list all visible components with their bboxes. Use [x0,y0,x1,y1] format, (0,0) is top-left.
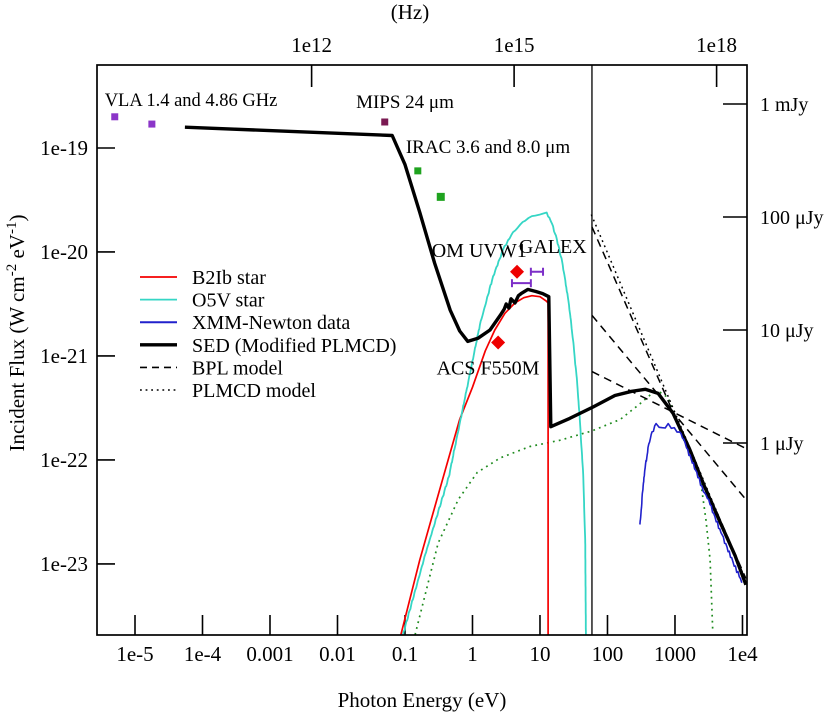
series-green-dotted-component [414,391,714,635]
data-series [184,125,747,635]
om-uvw1-point [510,264,525,279]
irac-label: IRAC 3.6 and 8.0 μm [406,137,571,158]
plot-border [96,64,748,636]
vla-label: VLA 1.4 and 4.86 GHz [105,91,278,111]
right-tick-label: 1 μJy [760,433,804,455]
legend-item-bpl-model: BPL model [140,357,283,379]
y-tick-label: 1e-19 [40,136,88,160]
galex-nuv-errorbar [529,267,545,276]
x-tick-label: 100 [592,642,624,666]
x-tick-label: 0.01 [319,642,356,666]
legend-label: SED (Modified PLMCD) [192,335,396,357]
legend-item-xmm-newton-data: XMM-Newton data [140,312,350,334]
legend-label: BPL model [192,357,283,379]
right-tick-label: 1 mJy [760,94,808,116]
series-o5v-star [402,211,587,635]
galex-label: GALEX [519,236,587,258]
vla-4.86ghz-point [148,120,156,128]
x-tick-label: 0.1 [392,642,418,666]
legend-label: PLMCD model [192,380,316,402]
series-bpl-model-a [591,226,747,579]
legend-item-o5v-star: O5V star [140,290,265,312]
axis-ticks: 1e-5 1e-4 0.001 0.01 0.1 1 10 100 1000 1e4 1e-19 1e… [40,33,823,666]
plot-overlay: VLA 1.4 and 4.86 GHz MIPS 24 μm IRAC 3.6 a… [105,65,593,635]
irac-8.0um-point [436,192,445,201]
series-xmm-newton-data [639,422,743,583]
top-tick-label: 1e15 [494,33,535,57]
legend-label: XMM-Newton data [192,312,350,334]
irac-3.6um-point [414,167,422,175]
right-tick-label: 100 μJy [760,207,824,229]
x-tick-label: 0.001 [246,642,293,666]
y-tick-label: 1e-21 [40,344,88,368]
legend-item-sed-modified-plmcd-: SED (Modified PLMCD) [140,335,396,357]
legend-label: O5V star [192,290,265,312]
series-sed-modified-plmcd [184,125,747,586]
legend-item-b2ib-star: B2Ib star [140,267,266,289]
x-tick-label: 1e4 [727,642,758,666]
left-axis-title: Incident Flux (W cm-2 eV-1) [4,215,29,452]
om-uvw1-label: OM UVW1 [432,240,527,262]
x-tick-label: 1 [467,642,478,666]
series-b2ib-star [400,294,549,635]
vla-1.4ghz-point [111,113,119,121]
legend-item-plmcd-model: PLMCD model [140,380,316,402]
top-axis-title: (Hz) [391,0,429,24]
x-tick-label: 10 [529,642,550,666]
y-tick-label: 1e-22 [40,448,88,472]
top-tick-label: 1e18 [696,33,737,57]
acs-f550m-point [491,335,506,350]
legend-label: B2Ib star [192,267,266,289]
acs-f550m-label: ACS F550M [437,357,540,379]
y-tick-label: 1e-20 [40,240,88,264]
mips-label: MIPS 24 μm [356,92,454,113]
mips-24um-point [381,118,389,126]
x-tick-label: 1e-5 [116,642,153,666]
x-tick-label: 1e-4 [184,642,222,666]
y-tick-label: 1e-23 [40,552,88,576]
bottom-axis-title: Photon Energy (eV) [338,688,507,712]
x-tick-label: 1000 [654,642,696,666]
galex-fuv-errorbar [510,279,532,288]
right-tick-label: 10 μJy [760,320,814,342]
top-tick-label: 1e12 [291,33,332,57]
